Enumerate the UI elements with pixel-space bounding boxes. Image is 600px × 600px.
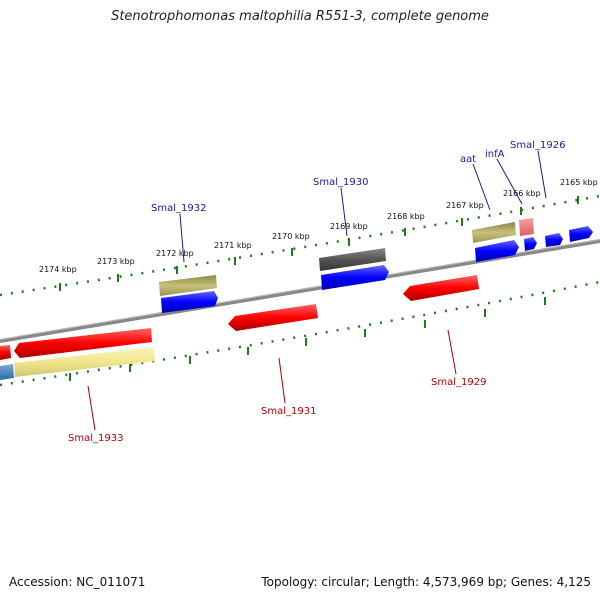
forward-features	[159, 218, 593, 313]
inner-tick-ring	[0, 280, 600, 387]
trna-feature[interactable]	[159, 275, 217, 296]
cds-arrow-forward[interactable]	[569, 226, 593, 242]
cds-arrow-forward[interactable]	[545, 233, 563, 247]
tick-label: 2173 kbp	[97, 257, 135, 266]
tick-label: 2174 kbp	[39, 265, 77, 274]
tick-label: 2171 kbp	[214, 241, 252, 250]
genome-backbone	[0, 239, 600, 343]
gene-label[interactable]: Smal_1931	[261, 406, 316, 417]
cds-arrow-forward[interactable]	[524, 237, 537, 251]
cds-arrow-reverse[interactable]	[14, 328, 152, 358]
tick-label: 2169 kbp	[330, 222, 368, 231]
map-title: Stenotrophomonas maltophilia R551-3, com…	[111, 9, 489, 24]
tick-label: 2165 kbp	[560, 178, 598, 187]
gene-labels: Smal_1926 infA aat Smal_1930 Smal_1932 S…	[68, 140, 565, 444]
tick-label: 2167 kbp	[446, 201, 484, 210]
label-leaders	[87, 150, 547, 431]
cds-arrow-forward[interactable]	[161, 291, 218, 313]
tick-label: 2166 kbp	[503, 189, 541, 198]
tick-label: 2170 kbp	[272, 232, 310, 241]
reverse-features	[0, 275, 479, 380]
cds-arrow-reverse[interactable]	[228, 304, 318, 331]
cds-arrow-reverse[interactable]	[0, 345, 11, 360]
accession-text: Accession: NC_011071	[9, 575, 146, 589]
pale-feature[interactable]	[14, 347, 155, 377]
genome-backbone-highlight	[0, 239, 600, 340]
tick-label: 2172 kbp	[156, 249, 194, 258]
outer-major-ticks	[59, 196, 579, 291]
rna-feature[interactable]	[519, 218, 534, 236]
tick-labels: 2165 kbp 2166 kbp 2167 kbp 2168 kbp 2169…	[39, 178, 598, 274]
cds-arrow-reverse[interactable]	[403, 275, 479, 301]
cds-arrow-forward[interactable]	[475, 240, 519, 262]
genome-stats-text: Topology: circular; Length: 4,573,969 bp…	[261, 575, 591, 589]
cds-arrow-forward[interactable]	[321, 265, 389, 290]
gene-label[interactable]: aat	[460, 154, 476, 165]
gene-label[interactable]: Smal_1926	[510, 140, 565, 151]
steel-feature[interactable]	[0, 364, 14, 380]
gene-label[interactable]: Smal_1929	[431, 377, 486, 388]
gene-label[interactable]: Smal_1933	[68, 433, 123, 444]
gene-label[interactable]: infA	[485, 149, 505, 160]
gene-label[interactable]: Smal_1932	[151, 203, 206, 214]
trna-feature[interactable]	[472, 222, 516, 243]
gene-label[interactable]: Smal_1930	[313, 177, 368, 188]
inner-major-ticks	[69, 297, 546, 381]
tick-label: 2168 kbp	[387, 212, 425, 221]
gray-feature[interactable]	[319, 248, 386, 271]
